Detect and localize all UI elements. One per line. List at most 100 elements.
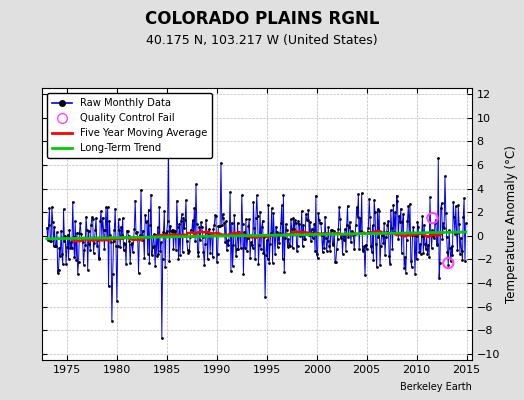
Point (246, 255, 254, 262)
Point (184, 250, 193, 256)
Point (357, 190, 366, 196)
Point (90, 239, 99, 246)
Point (270, 232, 278, 238)
Point (409, 224, 418, 230)
Point (293, 243, 302, 249)
Point (166, 223, 174, 230)
Point (307, 238, 315, 244)
Point (351, 231, 359, 238)
Point (290, 226, 299, 233)
Point (209, 226, 217, 232)
Point (451, 231, 459, 238)
Point (99, 214, 107, 221)
Point (110, 226, 118, 233)
Point (371, 209, 379, 216)
Point (323, 238, 332, 244)
Point (152, 253, 161, 260)
Point (189, 217, 197, 224)
Point (401, 254, 409, 260)
Point (337, 232, 346, 238)
Point (345, 224, 353, 230)
Point (435, 274, 443, 281)
Point (125, 238, 134, 244)
Point (141, 212, 149, 218)
Point (83, 267, 92, 273)
Point (223, 237, 232, 244)
Point (150, 242, 159, 249)
Point (104, 283, 113, 289)
Point (292, 220, 300, 226)
Point (324, 224, 333, 230)
Point (432, 241, 441, 248)
Point (377, 243, 385, 249)
Point (334, 226, 343, 232)
Point (230, 212, 238, 218)
Point (93, 237, 102, 243)
Point (249, 199, 258, 205)
Point (331, 259, 339, 266)
Point (386, 260, 394, 267)
Point (454, 202, 463, 208)
Point (146, 222, 155, 228)
Point (61, 232, 69, 239)
Point (355, 246, 363, 252)
Point (183, 247, 192, 254)
Point (440, 225, 449, 232)
Point (284, 236, 292, 242)
Point (421, 241, 429, 248)
Point (432, 217, 440, 223)
Point (244, 234, 252, 241)
Point (326, 247, 334, 254)
Point (254, 213, 262, 219)
Point (397, 206, 405, 212)
Point (76, 220, 84, 226)
Point (383, 229, 391, 236)
Point (198, 224, 206, 230)
Point (427, 230, 435, 237)
Point (439, 220, 447, 226)
Point (196, 237, 204, 243)
Point (114, 216, 123, 222)
Point (456, 234, 465, 241)
Point (45, 205, 53, 211)
Point (329, 241, 337, 247)
Point (214, 223, 223, 229)
Point (149, 231, 158, 238)
Point (387, 225, 396, 232)
Point (288, 225, 296, 232)
Point (452, 230, 461, 236)
Point (277, 220, 285, 226)
Point (217, 160, 225, 166)
Point (298, 243, 307, 250)
Point (252, 215, 260, 221)
Point (43, 224, 51, 231)
Point (445, 227, 453, 234)
Point (103, 234, 111, 240)
Point (213, 250, 222, 257)
Point (145, 260, 154, 266)
Point (348, 232, 357, 238)
Point (442, 210, 450, 216)
Point (442, 234, 451, 240)
Point (305, 232, 313, 238)
Point (124, 228, 132, 235)
Point (83, 227, 91, 234)
Point (240, 229, 248, 235)
Point (53, 270, 62, 276)
Point (167, 227, 175, 234)
Point (322, 235, 330, 241)
Point (412, 233, 420, 239)
Point (282, 227, 291, 233)
Point (115, 227, 124, 234)
Point (154, 224, 162, 230)
Point (176, 251, 184, 258)
Point (359, 248, 367, 254)
Point (312, 251, 321, 257)
Point (118, 215, 127, 221)
Point (335, 204, 343, 210)
Point (133, 228, 141, 235)
Point (219, 214, 227, 221)
Point (71, 218, 80, 224)
Point (350, 246, 358, 253)
Point (129, 236, 138, 243)
